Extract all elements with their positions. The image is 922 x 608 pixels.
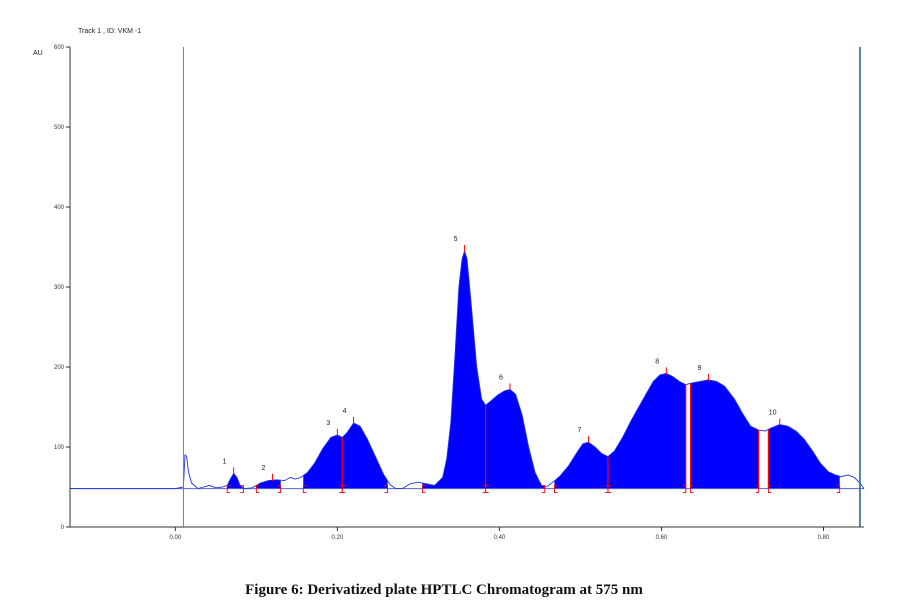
y-tick-label: 500 [54,125,65,131]
peak-area-5 [554,373,686,489]
peak-label-4: 4 [343,408,347,415]
y-axis-label: AU [33,50,43,57]
y-tick-label: 100 [54,445,65,451]
peak-label-8: 8 [655,358,659,365]
peak-9-start-bracket [690,485,694,494]
peak-4-end-bracket [384,485,389,494]
chromatogram-trace [70,249,865,490]
peak-6-start-bracket [485,485,489,494]
y-tick-label: 0 [61,525,65,531]
x-tick-label: 0.40 [494,535,506,541]
peak-label-1: 1 [223,458,227,465]
peak-10-start-bracket [767,485,772,494]
peak-4-start-bracket [341,485,346,494]
peak-area-6 [690,379,759,489]
peak-label-6: 6 [499,374,503,381]
x-tick-label: 0.60 [656,535,668,541]
track-label: Track 1 , ID: VKM -1 [78,28,141,35]
x-tick-label: 0.80 [818,535,830,541]
y-tick-label: 600 [54,45,65,51]
peak-label-3: 3 [326,420,330,427]
x-tick-label: 0.20 [332,535,344,541]
peak-7-start-bracket [554,485,558,494]
peak-label-5: 5 [454,236,458,243]
peak-9-end-bracket [755,485,760,494]
peak-2-start-bracket [255,485,260,494]
figure-caption: Figure 6: Derivatized plate HPTLC Chroma… [245,582,643,598]
peak-label-2: 2 [262,465,266,472]
peak-1-end-bracket [240,485,244,494]
peak-2-end-bracket [277,485,282,494]
peak-area-3 [303,423,388,489]
y-tick-label: 300 [54,285,65,291]
peak-area-4 [422,251,545,489]
x-tick-label: 0.00 [169,535,181,541]
y-tick-label: 400 [54,205,65,211]
peak-1-start-bracket [226,485,231,494]
y-tick-label: 200 [54,365,65,371]
peak-label-7: 7 [578,427,582,434]
peak-5-start-bracket [421,485,426,494]
chromatogram-chart: Track 1 , ID: VKM -1 AU 1234567891001002… [33,28,865,541]
peak-area-2 [256,479,281,489]
peak-area-1 [227,473,244,489]
peak-6-end-bracket [541,485,546,494]
peak-8-start-bracket [607,485,611,494]
peak-3-start-bracket [302,485,307,494]
peak-label-9: 9 [697,365,701,372]
peak-label-10: 10 [769,410,777,417]
peak-area-7 [768,424,840,489]
peak-10-end-bracket [836,485,841,494]
peak-8-end-bracket [682,485,687,494]
